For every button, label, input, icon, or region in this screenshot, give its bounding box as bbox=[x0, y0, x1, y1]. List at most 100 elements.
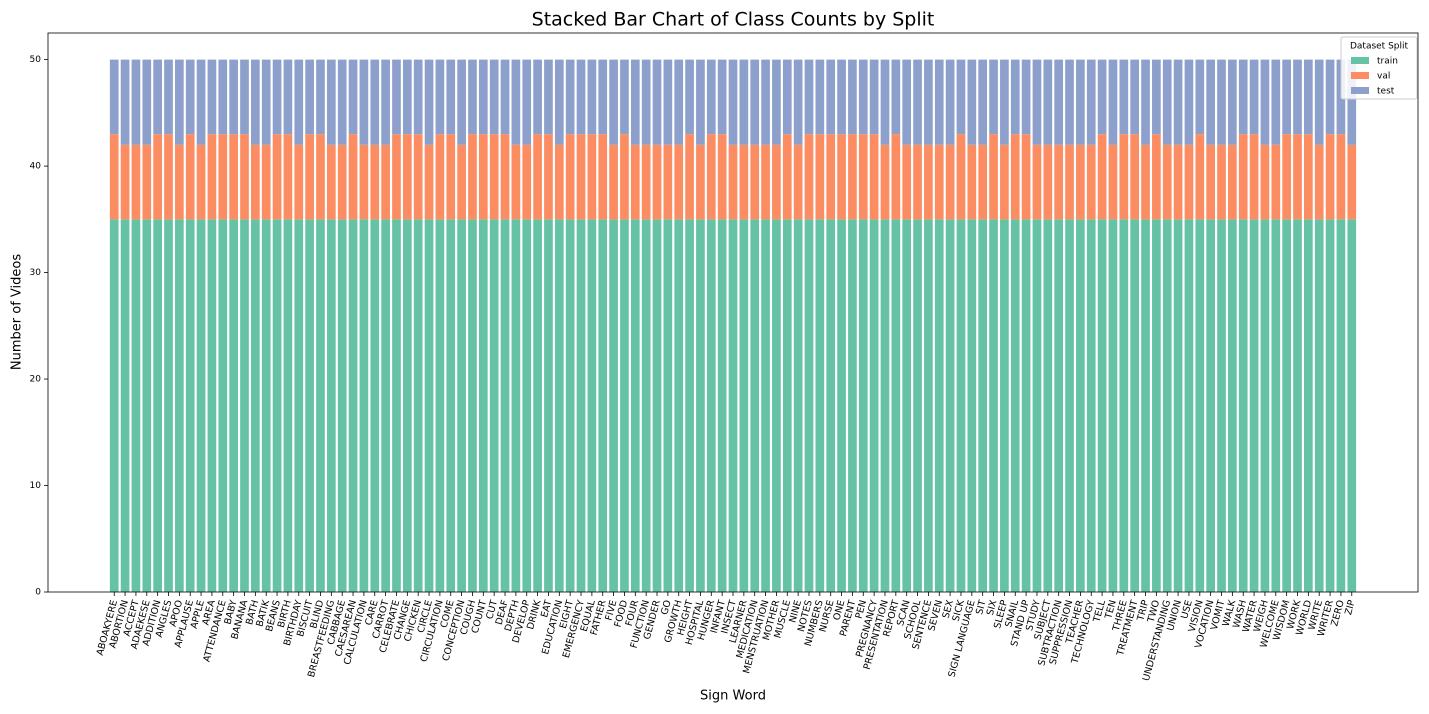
bar-segment bbox=[153, 134, 162, 220]
bar-segment bbox=[1065, 144, 1074, 220]
bar-segment bbox=[1206, 59, 1215, 145]
bar-segment bbox=[457, 219, 466, 593]
bar-segment bbox=[207, 59, 217, 135]
bar-segment bbox=[630, 144, 640, 220]
bar-segment bbox=[1141, 144, 1150, 220]
bar-segment bbox=[1119, 59, 1129, 135]
bar-segment bbox=[261, 144, 271, 220]
legend-title: Dataset Split bbox=[1350, 42, 1409, 52]
bar-segment bbox=[772, 219, 781, 593]
bar-segment bbox=[826, 59, 836, 135]
bar-segment bbox=[652, 144, 662, 220]
legend-swatch bbox=[1351, 72, 1369, 79]
bar-segment bbox=[131, 219, 141, 593]
bar-segment bbox=[1228, 59, 1237, 145]
bar-segment bbox=[337, 144, 347, 220]
bar-segment bbox=[576, 219, 586, 593]
bar-segment bbox=[305, 134, 314, 220]
bar-segment bbox=[1206, 144, 1215, 220]
bar-segment bbox=[989, 59, 998, 135]
bar-segment bbox=[815, 59, 825, 135]
bar-segment bbox=[457, 59, 466, 145]
bar-segment bbox=[869, 59, 879, 135]
bar-segment bbox=[109, 219, 119, 593]
bar-segment bbox=[1195, 219, 1205, 593]
bar-segment bbox=[815, 134, 825, 220]
bar-segment bbox=[674, 219, 684, 593]
bar-segment bbox=[337, 59, 347, 145]
bar-segment bbox=[902, 144, 912, 220]
bar-segment bbox=[1293, 59, 1302, 135]
bar-segment bbox=[533, 59, 542, 135]
y-tick-label: 10 bbox=[30, 481, 42, 491]
bar-segment bbox=[120, 59, 130, 145]
bar-segment bbox=[359, 219, 369, 593]
bar-segment bbox=[1293, 134, 1302, 220]
bar-segment bbox=[251, 144, 260, 220]
bar-segment bbox=[240, 219, 249, 593]
bar-segment bbox=[153, 59, 162, 135]
bar-segment bbox=[1314, 144, 1324, 220]
bar-segment bbox=[1021, 134, 1031, 220]
bar-segment bbox=[196, 219, 206, 593]
bar-segment bbox=[956, 134, 966, 220]
bar-segment bbox=[1271, 144, 1281, 220]
bar-segment bbox=[1108, 144, 1118, 220]
bar-segment bbox=[848, 134, 857, 220]
bar-segment bbox=[1162, 144, 1172, 220]
bar-segment bbox=[359, 59, 369, 145]
bar-segment bbox=[902, 219, 912, 593]
bar-segment bbox=[1282, 134, 1291, 220]
bar-segment bbox=[924, 219, 933, 593]
x-tick-label: SIT bbox=[974, 599, 988, 616]
bar-segment bbox=[1097, 134, 1107, 220]
bar-segment bbox=[587, 219, 597, 593]
bar-segment bbox=[772, 144, 781, 220]
bar-segment bbox=[620, 134, 629, 220]
bar-segment bbox=[229, 59, 238, 135]
bar-segment bbox=[761, 144, 770, 220]
legend-box bbox=[1340, 36, 1418, 100]
bar-segment bbox=[1173, 219, 1183, 593]
bar-segment bbox=[663, 59, 673, 145]
bar-segment bbox=[316, 219, 325, 593]
bar-segment bbox=[500, 59, 510, 135]
bar-segment bbox=[858, 134, 868, 220]
bar-segment bbox=[1086, 59, 1096, 145]
bar-segment bbox=[392, 59, 401, 135]
bar-segment bbox=[142, 219, 152, 593]
bar-segment bbox=[1228, 144, 1237, 220]
bar-segment bbox=[131, 144, 141, 220]
bar-segment bbox=[706, 219, 716, 593]
x-tick-label: EAT bbox=[539, 599, 554, 619]
bar-segment bbox=[1347, 144, 1357, 220]
bar-segment bbox=[468, 219, 477, 593]
bar-segment bbox=[435, 59, 445, 135]
bar-segment bbox=[1076, 144, 1085, 220]
bar-segment bbox=[511, 144, 521, 220]
bar-segment bbox=[989, 219, 998, 593]
bar-segment bbox=[1325, 59, 1335, 135]
x-tick-label: SEX bbox=[941, 598, 957, 619]
bar-segment bbox=[598, 134, 608, 220]
bar-segment bbox=[685, 219, 694, 593]
bar-segment bbox=[1336, 219, 1346, 593]
bar-segment bbox=[685, 59, 694, 135]
bar-segment bbox=[739, 144, 749, 220]
bar-segment bbox=[1195, 59, 1205, 135]
bar-segment bbox=[717, 219, 727, 593]
bar-segment bbox=[359, 144, 369, 220]
bar-segment bbox=[782, 59, 792, 135]
chart-title: Stacked Bar Chart of Class Counts by Spl… bbox=[532, 9, 935, 31]
bar-segment bbox=[1162, 59, 1172, 145]
bar-segment bbox=[739, 219, 749, 593]
bar-segment bbox=[1130, 59, 1140, 135]
bar-segment bbox=[424, 219, 434, 593]
legend-label: val bbox=[1377, 72, 1390, 82]
bar-segment bbox=[1260, 59, 1270, 145]
bar-segment bbox=[858, 219, 868, 593]
bar-segment bbox=[229, 219, 238, 593]
bar-segment bbox=[446, 219, 456, 593]
bar-segment bbox=[685, 134, 694, 220]
bar-segment bbox=[305, 219, 314, 593]
